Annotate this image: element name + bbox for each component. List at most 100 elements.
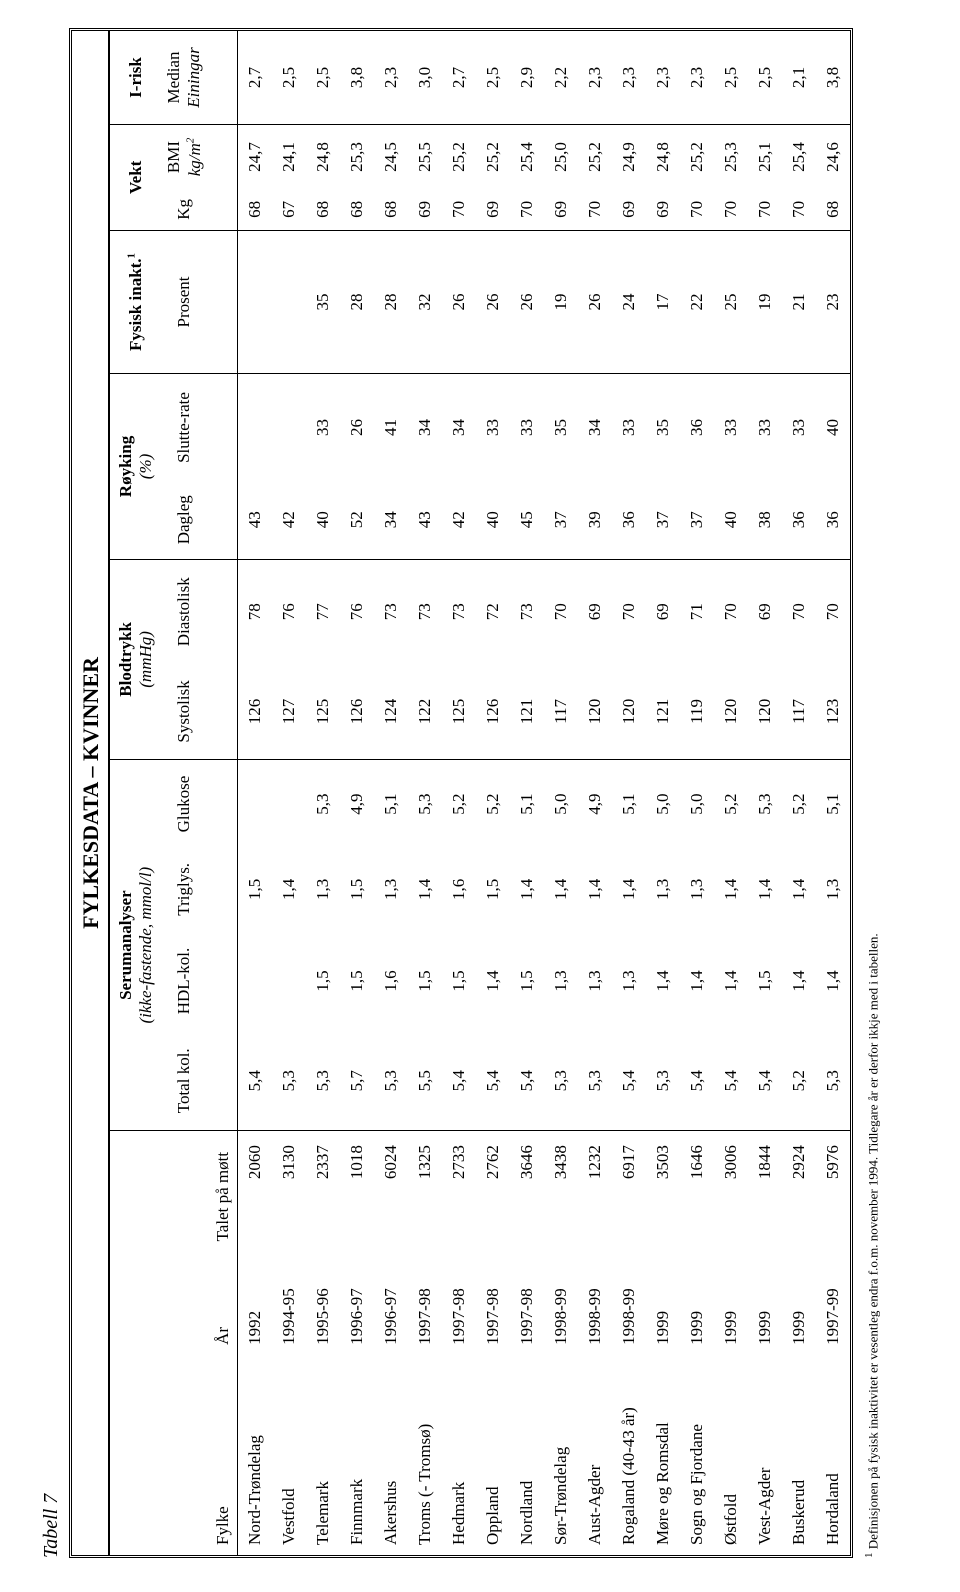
cell-triglys: 1,4 <box>578 848 612 931</box>
cell-slutte: 36 <box>680 374 714 481</box>
cell-glukose: 5,2 <box>476 760 510 848</box>
cell-triglys: 1,5 <box>476 848 510 931</box>
table-header: Serumanalyser (ikke-fastende, mmol/l) Bl… <box>110 31 237 1555</box>
data-table: Serumanalyser (ikke-fastende, mmol/l) Bl… <box>110 31 850 1555</box>
cell-triglys: 1,3 <box>306 848 340 931</box>
cell-bmi: 24,5 <box>374 125 408 190</box>
cell-triglys: 1,3 <box>374 848 408 931</box>
cell-glukose: 5,2 <box>442 760 476 848</box>
cell-mott: 6024 <box>374 1131 408 1263</box>
cell-irisk: 2,3 <box>612 31 646 125</box>
dagleg-header: Dagleg <box>160 481 209 559</box>
cell-systo: 121 <box>510 664 544 760</box>
cell-diasto: 76 <box>340 559 374 664</box>
cell-total: 5,4 <box>442 1031 476 1130</box>
cell-bmi: 25,2 <box>680 125 714 190</box>
cell-slutte: 33 <box>612 374 646 481</box>
median-header: Median Einingar <box>160 31 209 125</box>
cell-mott: 3438 <box>544 1131 578 1263</box>
cell-irisk: 2,5 <box>306 31 340 125</box>
cell-hdl: 1,4 <box>816 931 850 1032</box>
cell-dagleg: 45 <box>510 481 544 559</box>
cell-diasto: 77 <box>306 559 340 664</box>
cell-slutte <box>272 374 306 481</box>
cell-diasto: 73 <box>510 559 544 664</box>
cell-total: 5,3 <box>272 1031 306 1130</box>
table-row: Finnmark1996-9710185,71,51,54,9126765226… <box>340 31 374 1555</box>
cell-prosent: 28 <box>374 230 408 374</box>
table-row: Aust-Agder1998-9912325,31,31,44,91206939… <box>578 31 612 1555</box>
ar-header: År <box>209 1262 238 1350</box>
cell-dagleg: 37 <box>544 481 578 559</box>
cell-ar: 1999 <box>748 1262 782 1350</box>
cell-total: 5,3 <box>646 1031 680 1130</box>
cell-mott: 2762 <box>476 1131 510 1263</box>
table-row: Sogn og Fjordane199916465,41,41,35,01197… <box>680 31 714 1555</box>
cell-kg: 68 <box>306 189 340 230</box>
cell-bmi: 24,6 <box>816 125 850 190</box>
cell-irisk: 2,3 <box>646 31 680 125</box>
cell-bmi: 25,2 <box>476 125 510 190</box>
cell-dagleg: 36 <box>612 481 646 559</box>
prosent-header: Prosent <box>160 230 209 374</box>
cell-hdl <box>237 931 272 1032</box>
cell-diasto: 69 <box>748 559 782 664</box>
cell-triglys: 1,6 <box>442 848 476 931</box>
cell-kg: 69 <box>646 189 680 230</box>
cell-hdl: 1,3 <box>612 931 646 1032</box>
serum-sub-label: (ikke-fastende, mmol/l) <box>136 867 155 1024</box>
kg-header: Kg <box>160 189 209 230</box>
cell-mott: 1018 <box>340 1131 374 1263</box>
cell-slutte: 34 <box>408 374 442 481</box>
cell-ar: 1996-97 <box>340 1262 374 1350</box>
cell-fylke: Rogaland (40-43 år) <box>612 1350 646 1555</box>
cell-bmi: 25,4 <box>510 125 544 190</box>
cell-glukose: 5,3 <box>408 760 442 848</box>
fysisk-group-label: Fysisk inakt. <box>126 258 145 351</box>
cell-irisk: 3,8 <box>816 31 850 125</box>
cell-slutte: 40 <box>816 374 850 481</box>
fylke-header: Fylke <box>209 1350 238 1555</box>
cell-triglys: 1,4 <box>782 848 816 931</box>
royk-group-label: Røyking <box>116 436 135 497</box>
cell-bmi: 25,3 <box>340 125 374 190</box>
cell-total: 5,4 <box>612 1031 646 1130</box>
cell-triglys: 1,4 <box>748 848 782 931</box>
cell-irisk: 2,5 <box>476 31 510 125</box>
cell-fylke: Sogn og Fjordane <box>680 1350 714 1555</box>
cell-kg: 69 <box>408 189 442 230</box>
cell-mott: 3006 <box>714 1131 748 1263</box>
cell-dagleg: 36 <box>816 481 850 559</box>
cell-slutte: 41 <box>374 374 408 481</box>
cell-dagleg: 42 <box>272 481 306 559</box>
cell-fylke: Sør-Trøndelag <box>544 1350 578 1555</box>
cell-total: 5,4 <box>714 1031 748 1130</box>
table-row: Vest-Agder199918445,41,51,45,31206938331… <box>748 31 782 1555</box>
cell-kg: 68 <box>374 189 408 230</box>
header-row-3: Fylke År Talet på møtt <box>209 31 238 1555</box>
cell-diasto: 70 <box>612 559 646 664</box>
cell-systo: 120 <box>578 664 612 760</box>
systo-header: Systolisk <box>160 664 209 760</box>
cell-hdl: 1,5 <box>340 931 374 1032</box>
cell-mott: 2733 <box>442 1131 476 1263</box>
cell-slutte: 26 <box>340 374 374 481</box>
cell-fylke: Buskerud <box>782 1350 816 1555</box>
cell-irisk: 2,1 <box>782 31 816 125</box>
cell-bmi: 25,2 <box>442 125 476 190</box>
fysisk-group-header: Fysisk inakt.1 <box>110 230 160 374</box>
einingar-label: Einingar <box>184 47 203 107</box>
cell-diasto: 72 <box>476 559 510 664</box>
cell-glukose: 5,0 <box>680 760 714 848</box>
cell-slutte: 34 <box>578 374 612 481</box>
cell-slutte: 33 <box>510 374 544 481</box>
cell-systo: 121 <box>646 664 680 760</box>
cell-triglys: 1,3 <box>816 848 850 931</box>
table-outer-frame: FYLKESDATA – KVINNER Serumanalyser (ikke… <box>69 28 853 1558</box>
cell-triglys: 1,5 <box>237 848 272 931</box>
cell-triglys: 1,4 <box>612 848 646 931</box>
cell-prosent: 22 <box>680 230 714 374</box>
cell-fylke: Hordaland <box>816 1350 850 1555</box>
cell-total: 5,5 <box>408 1031 442 1130</box>
table-row: Østfold199930065,41,41,45,21207040332570… <box>714 31 748 1555</box>
